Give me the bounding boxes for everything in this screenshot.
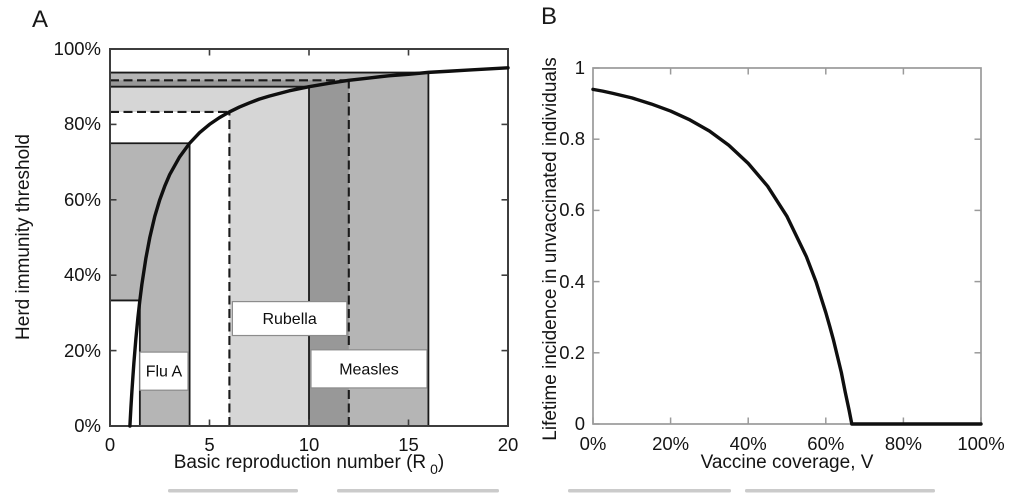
panel-b-y-tick-label: 0 xyxy=(574,413,585,434)
flu-a-label: Flu A xyxy=(146,364,183,381)
panel-b-x-tick-label: 20% xyxy=(652,433,690,454)
panel-a-label: A xyxy=(32,6,49,33)
panel-b-x-tick-label: 60% xyxy=(807,433,845,454)
panel-a-x-axis-title-subscript: 0 xyxy=(430,461,438,477)
panel-a-x-axis-title-text: Basic reproduction number (R xyxy=(173,452,427,473)
panel-a-x-tick-label: 10 xyxy=(298,434,320,455)
panel-b-label: B xyxy=(541,3,558,30)
lifetime-incidence-curve xyxy=(591,87,983,426)
measles-label: Measles xyxy=(339,361,399,378)
panel-a-y-tick-label: 40% xyxy=(63,264,101,286)
measles-label-box xyxy=(310,349,428,389)
panel-b-x-tick-label: 40% xyxy=(729,433,767,454)
rubella-label: Rubella xyxy=(262,311,316,328)
panel-a-y-tick-label: 80% xyxy=(63,113,101,135)
herd-immunity-threshold-curve xyxy=(128,66,510,428)
cropped-caption-artifact xyxy=(337,489,499,493)
panel-a-y-tick-label: 100% xyxy=(53,38,101,59)
panel-a-x-tick-label: 0 xyxy=(104,434,116,455)
panel-a-x-axis-title-text-end: ) xyxy=(437,452,445,473)
panel-b-y-tick-label: 0.8 xyxy=(559,128,585,150)
panel-b-y-tick-label: 0.6 xyxy=(559,199,585,221)
panel-b-x-tick-label: 100% xyxy=(957,433,1005,454)
panel-a-y-axis-title: Herd immunity threshold xyxy=(13,134,34,340)
flu-a-label-box xyxy=(139,351,189,391)
panel-b-y-tick-label: 0.4 xyxy=(559,270,585,292)
panel-b-x-tick-label: 80% xyxy=(884,433,922,454)
panel-b-x-tick-label: 0% xyxy=(579,433,607,454)
panel-b-x-axis-title: Vaccine coverage, V xyxy=(700,452,874,473)
panel-a-x-tick-label: 20 xyxy=(497,434,519,455)
panel-a-x-tick-label: 5 xyxy=(204,434,215,455)
panel-b-frame xyxy=(592,67,982,425)
panel-a-y-tick-label: 0% xyxy=(74,415,101,436)
panel-a-x-tick-label: 15 xyxy=(398,434,419,455)
cropped-caption-artifact xyxy=(168,489,298,493)
panel-b-y-axis-title: Lifetime incidence in unvaccinated indiv… xyxy=(540,57,561,441)
cropped-caption-artifact xyxy=(568,489,731,493)
panel-b-y-tick-label: 1 xyxy=(574,57,585,78)
panel-b-y-tick-label: 0.2 xyxy=(559,341,585,363)
rubella-label-box xyxy=(231,300,348,337)
cropped-caption-artifact xyxy=(745,489,935,493)
panel-a-y-tick-label: 20% xyxy=(63,339,101,361)
panel-a-x-axis-title: Basic reproduction number (R 0) xyxy=(110,452,508,477)
panel-a-y-tick-label: 60% xyxy=(63,188,101,210)
rubella-region xyxy=(110,80,349,426)
